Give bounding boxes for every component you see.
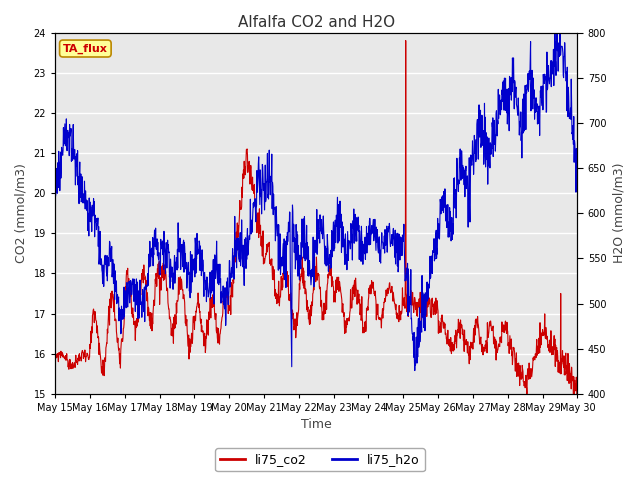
li75_h2o (411, 368, 419, 373)
li75_h2o (573, 148, 581, 154)
li75_h2o (168, 264, 175, 270)
li75_h2o (226, 258, 234, 264)
Line: li75_h2o: li75_h2o (55, 33, 577, 371)
li75_co2 (226, 305, 234, 311)
li75_h2o (155, 256, 163, 262)
Y-axis label: H2O (mmol/m3): H2O (mmol/m3) (612, 163, 625, 264)
li75_co2 (523, 391, 531, 396)
li75_h2o (466, 203, 474, 208)
li75_co2 (51, 357, 59, 363)
li75_h2o (397, 235, 405, 240)
li75_h2o (512, 86, 520, 92)
li75_co2 (573, 389, 581, 395)
Text: TA_flux: TA_flux (63, 43, 108, 54)
li75_co2 (155, 276, 163, 281)
li75_co2 (402, 38, 410, 44)
X-axis label: Time: Time (301, 419, 332, 432)
li75_h2o (551, 30, 559, 36)
li75_co2 (466, 345, 474, 350)
li75_h2o (51, 199, 59, 205)
li75_co2 (512, 356, 520, 362)
Line: li75_co2: li75_co2 (55, 41, 577, 394)
li75_co2 (397, 308, 405, 314)
li75_co2 (168, 333, 175, 338)
Title: Alfalfa CO2 and H2O: Alfalfa CO2 and H2O (237, 15, 395, 30)
Y-axis label: CO2 (mmol/m3): CO2 (mmol/m3) (15, 163, 28, 263)
Legend: li75_co2, li75_h2o: li75_co2, li75_h2o (215, 448, 425, 471)
